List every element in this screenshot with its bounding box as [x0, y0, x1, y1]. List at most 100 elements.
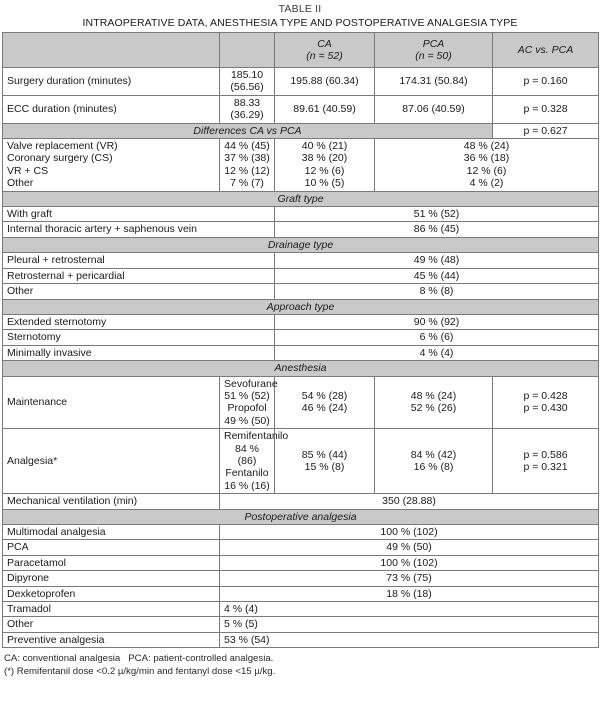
row-label-dipyrone: Dipyrone	[2, 570, 220, 587]
table-row: Paracetamol 100 % (102)	[2, 554, 599, 572]
table-row: Extended sternotomy 90 % (92)	[2, 313, 599, 331]
table-row: Dexketoprofen 18 % (18)	[2, 585, 599, 603]
table-footnotes: CA: conventional analgesia PCA: patient-…	[4, 653, 600, 678]
cell-surgery-duration-p: p = 0.160	[492, 67, 599, 96]
table-row: Sternotomy 6 % (6)	[2, 329, 599, 346]
row-label-with-graft: With graft	[2, 206, 275, 223]
footnote-abbreviations: CA: conventional analgesia PCA: patient-…	[4, 653, 274, 665]
table-row: Maintenance Sevofurane 51 % (52) Propofo…	[2, 375, 599, 430]
section-title-graft-type: Graft type	[2, 190, 599, 208]
row-label-extended-sternotomy: Extended sternotomy	[2, 313, 275, 331]
cell-surgery-duration-total: 185.10 (56.56)	[219, 67, 275, 96]
header-pca-label: PCA	[422, 37, 445, 50]
cell-analgesia-pca: 84 % (42) 16 % (8)	[374, 428, 493, 495]
row-label-pleural-retrosternal: Pleural + retrosternal	[2, 252, 275, 269]
cell-maintenance-agents: Sevofurane 51 % (52) Propofol 49 % (50)	[219, 375, 278, 430]
cell-preventive-value: 53 % (54)	[219, 631, 599, 649]
page-title: INTRAOPERATIVE DATA, ANESTHESIA TYPE AND…	[82, 17, 518, 29]
cell-pleural-retrosternal-value: 49 % (48)	[274, 252, 599, 269]
table-row: Minimally invasive 4 % (4)	[2, 344, 599, 362]
section-title-differences: Differences CA vs PCA	[2, 122, 493, 140]
row-label-analgesia: Analgesia*	[2, 428, 220, 495]
cell-paracetamol-value: 100 % (102)	[219, 554, 599, 572]
cell-retrosternal-pericardial-value: 45 % (44)	[274, 267, 599, 285]
cell-procedure-ca: 40 % (21) 38 % (20) 12 % (6) 10 % (5)	[274, 138, 375, 192]
table-row: Surgery duration (minutes) 185.10 (56.56…	[2, 67, 599, 96]
table-row: Pleural + retrosternal 49 % (48)	[2, 252, 599, 269]
cell-ecc-duration-ca: 89.61 (40.59)	[274, 94, 375, 124]
cell-mechanical-ventilation-value: 350 (28.88)	[219, 493, 599, 510]
row-label-drainage-other: Other	[2, 283, 275, 300]
header-ca-n: (n = 52)	[306, 50, 343, 62]
cell-analgesia-agents: Remifentanilo 84 % (86) Fentanilo 16 % (…	[219, 428, 288, 495]
table-row: Other 8 % (8)	[2, 283, 599, 300]
row-label-tramadol: Tramadol	[2, 601, 220, 618]
row-label-multimodal: Multimodal analgesia	[2, 523, 220, 541]
header-pca: PCA (n = 50)	[374, 32, 493, 68]
cell-surgery-duration-ca: 195.88 (60.34)	[274, 67, 375, 96]
cell-sternotomy-value: 6 % (6)	[274, 329, 599, 346]
table-row: Mechanical ventilation (min) 350 (28.88)	[2, 493, 599, 510]
table-row: PCA 49 % (50)	[2, 539, 599, 556]
row-label-paracetamol: Paracetamol	[2, 554, 220, 572]
section-header-postoperative-analgesia: Postoperative analgesia	[2, 508, 599, 526]
cell-pca-value: 49 % (50)	[219, 539, 599, 556]
table-row: Valve replacement (VR) Coronary surgery …	[2, 138, 599, 192]
row-label-other: Other	[2, 616, 220, 633]
section-title-postoperative-analgesia: Postoperative analgesia	[2, 508, 599, 526]
table-header-row: CA (n = 52) PCA (n = 50) AC vs. PCA	[2, 32, 599, 68]
row-label-retrosternal-pericardial: Retrosternal + pericardial	[2, 267, 275, 285]
table-row: Dipyrone 73 % (75)	[2, 570, 599, 587]
cell-with-graft-value: 51 % (52)	[274, 206, 599, 223]
header-pca-n: (n = 50)	[415, 50, 452, 62]
row-label-sternotomy: Sternotomy	[2, 329, 275, 346]
table-row: Internal thoracic artery + saphenous vei…	[2, 221, 599, 238]
table-row: Analgesia* Remifentanilo 84 % (86) Fenta…	[2, 428, 599, 495]
cell-maintenance-p: p = 0.428 p = 0.430	[492, 375, 599, 430]
cell-dexketoprofen-value: 18 % (18)	[219, 585, 599, 603]
table-row: Retrosternal + pericardial 45 % (44)	[2, 267, 599, 285]
cell-extended-sternotomy-value: 90 % (92)	[274, 313, 599, 331]
header-blank-cell-2	[219, 32, 275, 68]
header-ca: CA (n = 52)	[274, 32, 375, 68]
cell-itasv-value: 86 % (45)	[274, 221, 599, 238]
cell-procedure-labels: Valve replacement (VR) Coronary surgery …	[2, 138, 220, 192]
cell-multimodal-value: 100 % (102)	[219, 523, 599, 541]
row-label-dexketoprofen: Dexketoprofen	[2, 585, 220, 603]
cell-ecc-duration-pca: 87.06 (40.59)	[374, 94, 493, 124]
cell-surgery-duration-pca: 174.31 (50.84)	[374, 67, 493, 96]
header-ca-label: CA	[317, 37, 332, 50]
table-row: Preventive analgesia 53 % (54)	[2, 631, 599, 649]
analgesia-agent-line3: Fentanilo 16 % (16)	[224, 467, 270, 492]
row-label-minimally-invasive: Minimally invasive	[2, 344, 275, 362]
table-number: TABLE II	[278, 3, 322, 15]
section-title-anesthesia: Anesthesia	[2, 360, 599, 377]
table-row: Multimodal analgesia 100 % (102)	[2, 523, 599, 541]
cell-maintenance-ca: 54 % (28) 46 % (24)	[274, 375, 375, 430]
data-table: CA (n = 52) PCA (n = 50) AC vs. PCA Surg…	[2, 32, 599, 649]
cell-dipyrone-value: 73 % (75)	[219, 570, 599, 587]
cell-procedure-pca: 48 % (24) 36 % (18) 12 % (6) 4 % (2)	[374, 138, 599, 192]
section-header-approach-type: Approach type	[2, 298, 599, 315]
header-comparison: AC vs. PCA	[492, 32, 599, 68]
table-row: Other 5 % (5)	[2, 616, 599, 633]
section-header-drainage-type: Drainage type	[2, 236, 599, 254]
cell-tramadol-value: 4 % (4)	[219, 601, 599, 618]
row-label-pca: PCA	[2, 539, 220, 556]
section-header-anesthesia: Anesthesia	[2, 360, 599, 377]
table-row: Tramadol 4 % (4)	[2, 601, 599, 618]
cell-maintenance-pca: 48 % (24) 52 % (26)	[374, 375, 493, 430]
row-label-surgery-duration: Surgery duration (minutes)	[2, 67, 220, 96]
cell-other-value: 5 % (5)	[219, 616, 599, 633]
row-label-mechanical-ventilation: Mechanical ventilation (min)	[2, 493, 220, 510]
cell-differences-p: p = 0.627	[492, 122, 599, 140]
section-title-drainage-type: Drainage type	[2, 236, 599, 254]
cell-procedure-total: 44 % (45) 37 % (38) 12 % (12) 7 % (7)	[219, 138, 275, 192]
row-label-preventive: Preventive analgesia	[2, 631, 220, 649]
cell-drainage-other-value: 8 % (8)	[274, 283, 599, 300]
footnote-asterisk: (*) Remifentanil dose <0.2 µ/kg/min and …	[4, 665, 276, 677]
table-row: With graft 51 % (52)	[2, 206, 599, 223]
section-title-approach-type: Approach type	[2, 298, 599, 315]
cell-analgesia-ca: 85 % (44) 15 % (8)	[274, 428, 375, 495]
